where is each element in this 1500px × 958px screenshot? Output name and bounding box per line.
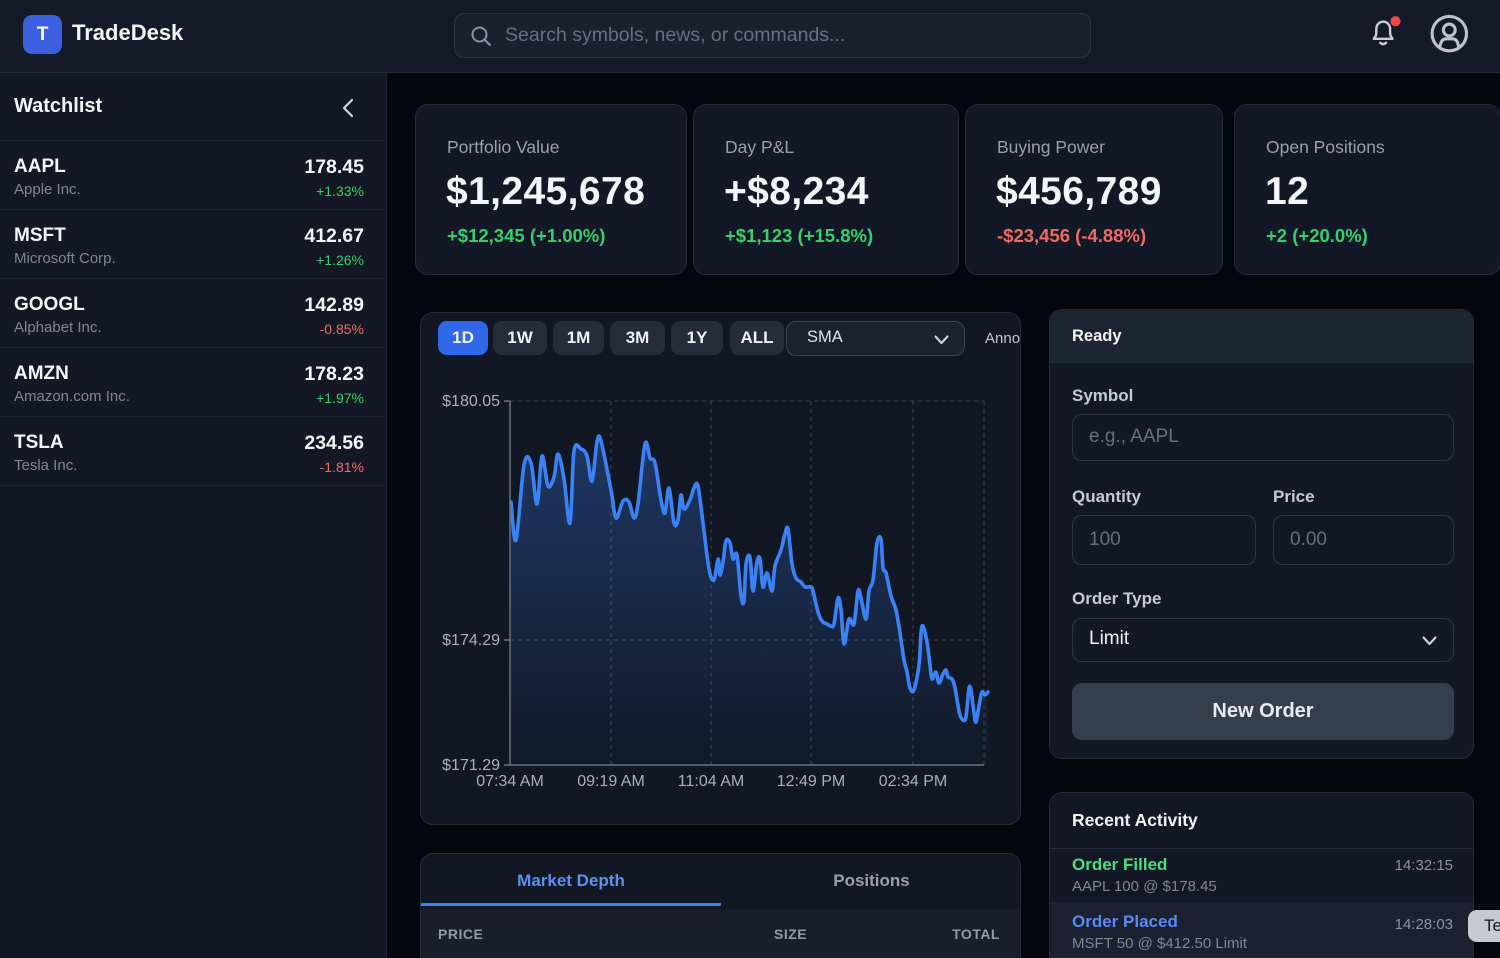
svg-text:12:49 PM: 12:49 PM: [777, 773, 845, 790]
svg-text:09:19 AM: 09:19 AM: [577, 773, 645, 790]
svg-text:07:34 AM: 07:34 AM: [476, 773, 544, 790]
svg-text:$174.29: $174.29: [442, 632, 500, 649]
svg-text:$171.29: $171.29: [442, 757, 500, 774]
svg-text:02:34 PM: 02:34 PM: [879, 773, 947, 790]
svg-text:11:04 AM: 11:04 AM: [678, 773, 744, 790]
svg-text:$180.05: $180.05: [442, 393, 500, 410]
